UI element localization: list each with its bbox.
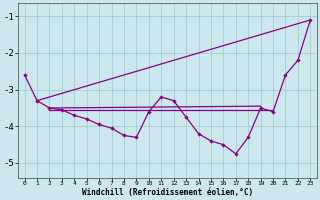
X-axis label: Windchill (Refroidissement éolien,°C): Windchill (Refroidissement éolien,°C): [82, 188, 253, 197]
